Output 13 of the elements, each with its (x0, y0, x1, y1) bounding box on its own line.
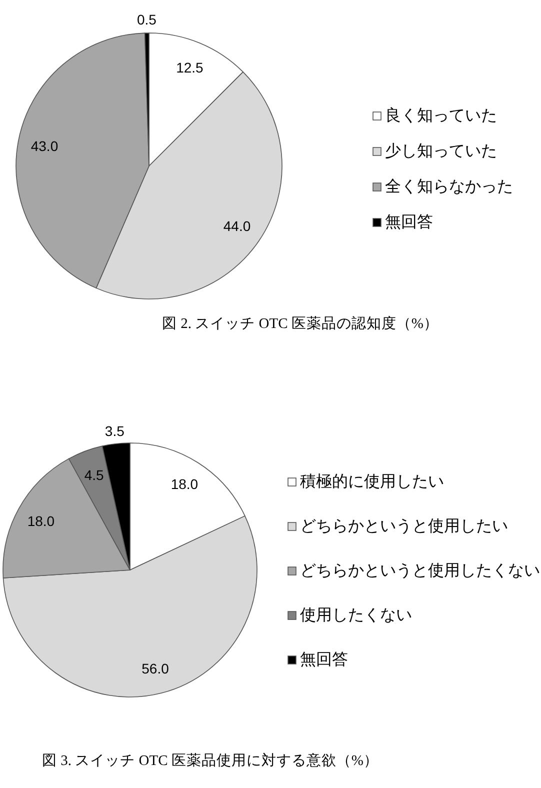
data-label: 0.5 (136, 12, 157, 28)
data-label: 12.5 (176, 60, 204, 76)
data-label: 56.0 (142, 660, 170, 676)
data-label: 3.5 (104, 423, 125, 440)
data-label: 18.0 (27, 513, 55, 530)
data-label: 44.0 (223, 218, 251, 234)
data-label: 18.0 (170, 476, 198, 492)
legend-label: 無回答 (300, 652, 348, 668)
data-label: 43.0 (30, 138, 58, 154)
data-label: 4.5 (84, 466, 104, 483)
caption: 図 2. スイッチ OTC 医薬品の認知度（%） (162, 315, 438, 332)
legend-label: 無回答 (385, 214, 433, 231)
caption: 図 3. スイッチ OTC 医薬品使用に対する意欲（%） (42, 752, 378, 769)
